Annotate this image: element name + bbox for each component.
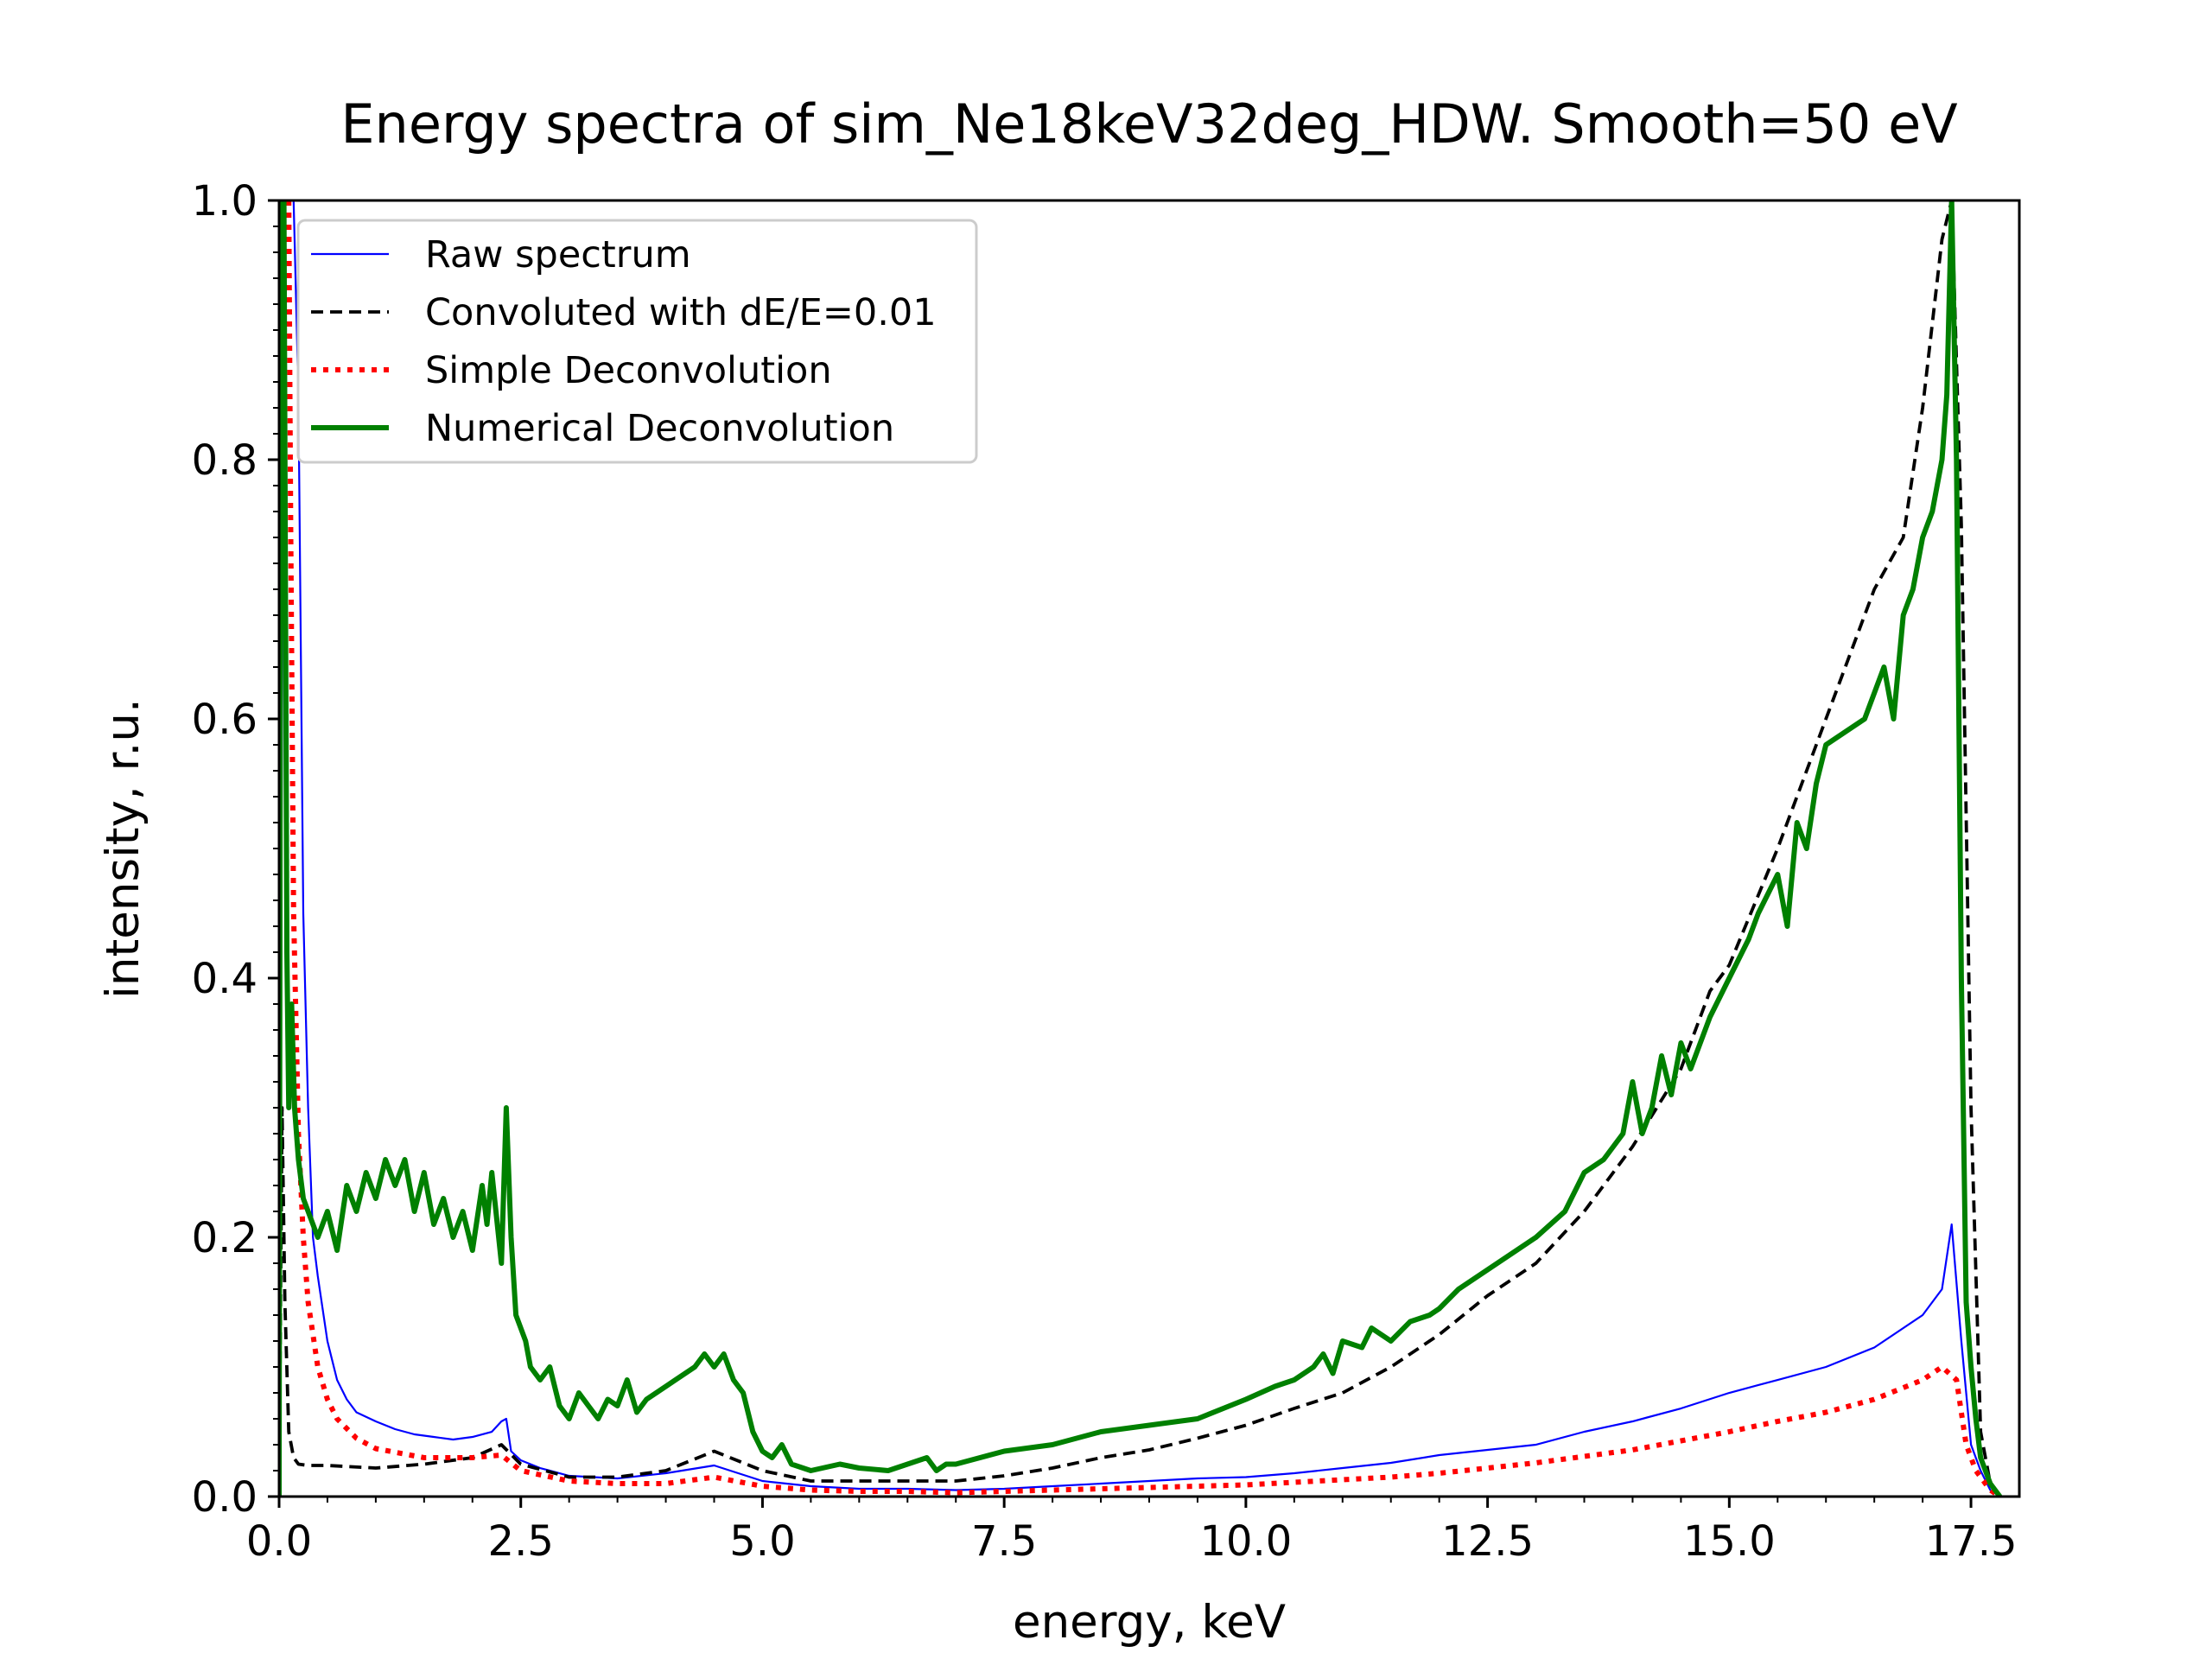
series-line-4 bbox=[279, 200, 2003, 1497]
series-line-2 bbox=[279, 200, 2002, 1497]
x-axis: 0.0 2.5 5.0 7.5 10.0 12.5 15.0 17.5 bbox=[246, 1497, 2018, 1566]
series-layer bbox=[279, 200, 2003, 1497]
x-tick-label: 0.0 bbox=[246, 1517, 312, 1566]
chart-title: Energy spectra of sim_Ne18keV32deg_HDW. … bbox=[340, 92, 1957, 156]
series-line-1 bbox=[279, 200, 2001, 1497]
x-tick-label: 15.0 bbox=[1683, 1517, 1776, 1566]
legend-label-4: Numerical Deconvolution bbox=[425, 407, 894, 450]
x-tick-label: 2.5 bbox=[488, 1517, 554, 1566]
x-axis-label: energy, keV bbox=[1013, 1596, 1286, 1649]
legend-box bbox=[296, 219, 978, 464]
y-tick-label: 0.4 bbox=[192, 955, 257, 1003]
x-tick-label: 10.0 bbox=[1199, 1517, 1292, 1566]
y-axis: 0.0 0.2 0.4 0.6 0.8 1.0 bbox=[192, 177, 279, 1522]
y-tick-label: 0.8 bbox=[192, 436, 257, 485]
legend-label-3: Simple Deconvolution bbox=[425, 349, 832, 392]
y-tick-label: 0.2 bbox=[192, 1214, 257, 1262]
y-tick-label: 1.0 bbox=[192, 177, 257, 226]
y-tick-label: 0.0 bbox=[192, 1473, 257, 1522]
x-tick-label: 7.5 bbox=[971, 1517, 1037, 1566]
y-tick-label: 0.6 bbox=[192, 696, 257, 744]
x-tick-label: 12.5 bbox=[1441, 1517, 1534, 1566]
x-tick-label: 5.0 bbox=[729, 1517, 795, 1566]
legend-label-2: Convoluted with dE/E=0.01 bbox=[425, 291, 937, 334]
legend-label-1: Raw spectrum bbox=[425, 233, 691, 276]
y-axis-label: intensity, r.u. bbox=[97, 698, 149, 999]
x-tick-label: 17.5 bbox=[1925, 1517, 2018, 1566]
legend: Raw spectrum Convoluted with dE/E=0.01 Sim… bbox=[296, 219, 978, 464]
